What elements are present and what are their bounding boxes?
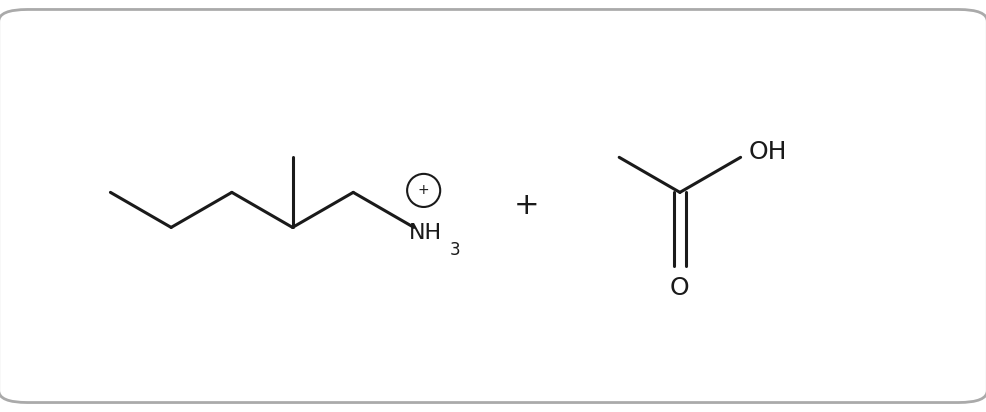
Text: +: + (418, 183, 430, 197)
Text: NH: NH (409, 222, 442, 243)
Text: O: O (670, 276, 690, 300)
Text: +: + (514, 192, 539, 220)
FancyBboxPatch shape (0, 9, 986, 403)
Text: 3: 3 (450, 241, 460, 259)
Text: OH: OH (748, 140, 787, 164)
